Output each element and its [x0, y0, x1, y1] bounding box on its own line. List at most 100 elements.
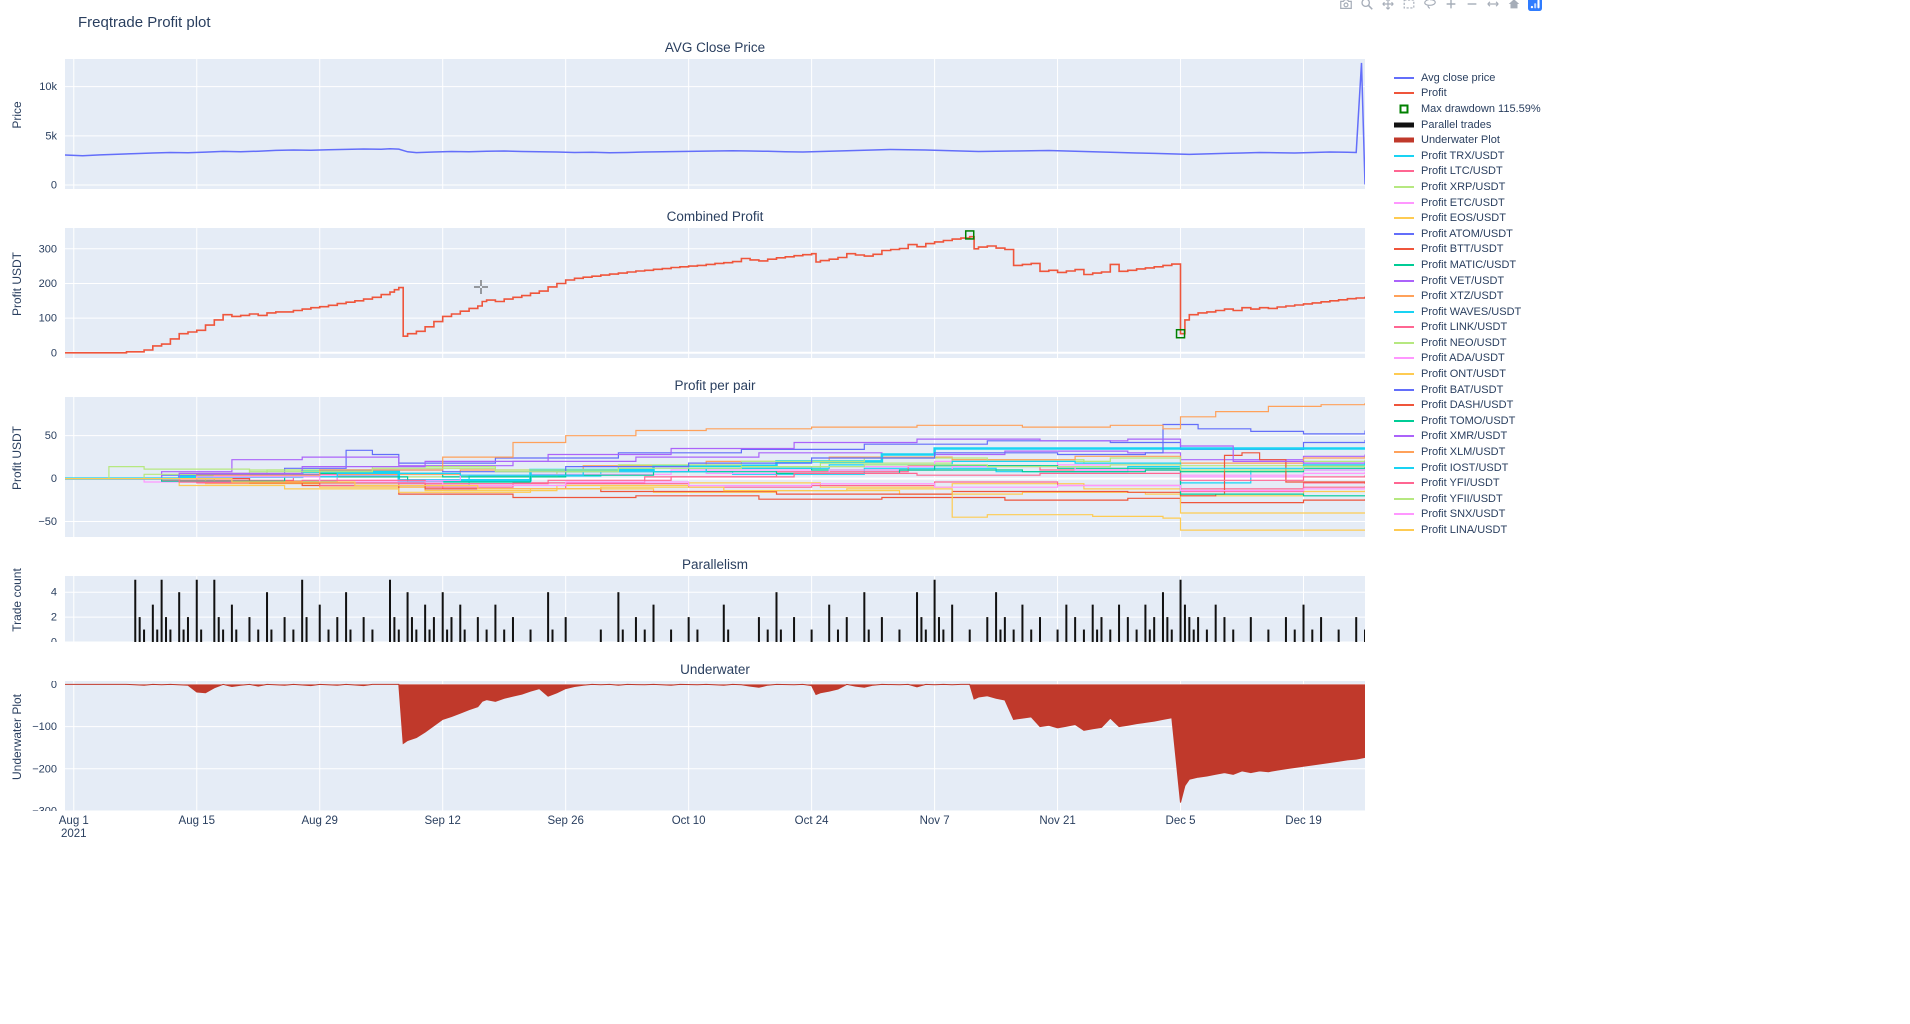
avg-close-price-plot[interactable]: 0 5k 10k: [0, 59, 1365, 189]
legend-swatch-icon: [1394, 154, 1414, 157]
legend-item[interactable]: Avg close price: [1392, 70, 1541, 86]
subplot-title: AVG Close Price: [664, 40, 766, 55]
legend-item[interactable]: Profit DASH/USDT: [1392, 397, 1541, 413]
subplot-avg-close-price: AVG Close Price Price 0 5k 10k: [0, 40, 1365, 189]
legend-label: Max drawdown 115.59%: [1421, 102, 1541, 115]
legend-label: Profit YFI/USDT: [1421, 477, 1500, 490]
svg-text:4: 4: [51, 587, 57, 599]
legend-item[interactable]: Profit XTZ/USDT: [1392, 288, 1541, 304]
legend-item[interactable]: Profit XLM/USDT: [1392, 444, 1541, 460]
subplot-underwater: Underwater Underwater Plot 0 −100 −200 −300: [0, 662, 1365, 811]
legend-item[interactable]: Profit: [1392, 86, 1541, 102]
legend-item[interactable]: Profit TRX/USDT: [1392, 148, 1541, 164]
autoscale-icon[interactable]: [1486, 0, 1500, 11]
legend-item[interactable]: Profit BTT/USDT: [1392, 242, 1541, 258]
x-tick-label: Dec 19: [1285, 815, 1322, 827]
svg-text:0: 0: [51, 681, 57, 691]
box-select-icon[interactable]: [1402, 0, 1416, 11]
legend-item[interactable]: Profit NEO/USDT: [1392, 335, 1541, 351]
svg-text:−200: −200: [32, 763, 57, 775]
legend-label: Profit ETC/USDT: [1421, 196, 1505, 209]
subplot-combined-profit: Combined Profit Profit USDT 0 100 200 300: [0, 209, 1365, 358]
legend-item[interactable]: Profit ATOM/USDT: [1392, 226, 1541, 242]
legend-swatch-icon: [1394, 451, 1414, 454]
legend-item[interactable]: Profit XMR/USDT: [1392, 429, 1541, 445]
zoom-out-icon[interactable]: [1465, 0, 1479, 11]
legend-label: Profit NEO/USDT: [1421, 336, 1507, 349]
legend-label: Profit TOMO/USDT: [1421, 414, 1516, 427]
pan-icon[interactable]: [1381, 0, 1395, 11]
legend-item[interactable]: Profit TOMO/USDT: [1392, 413, 1541, 429]
legend-item[interactable]: Profit ADA/USDT: [1392, 351, 1541, 367]
legend-item[interactable]: Profit LTC/USDT: [1392, 164, 1541, 180]
plotly-logo-icon[interactable]: [1528, 0, 1542, 11]
legend-item[interactable]: Profit BAT/USDT: [1392, 382, 1541, 398]
legend-item[interactable]: Profit YFI/USDT: [1392, 475, 1541, 491]
parallelism-plot[interactable]: 0 2 4: [0, 576, 1365, 642]
lasso-icon[interactable]: [1423, 0, 1437, 11]
figure-title: Freqtrade Profit plot: [78, 14, 211, 31]
legend-item[interactable]: Profit SNX/USDT: [1392, 507, 1541, 523]
legend-item[interactable]: Profit XRP/USDT: [1392, 179, 1541, 195]
legend-label: Underwater Plot: [1421, 134, 1500, 147]
camera-icon[interactable]: [1339, 0, 1353, 11]
legend-swatch-icon: [1394, 357, 1414, 360]
subplot-title: Parallelism: [681, 557, 749, 572]
legend-swatch-icon: [1394, 170, 1414, 173]
x-tick-label: Sep 12: [424, 815, 461, 827]
legend-item[interactable]: Profit VET/USDT: [1392, 273, 1541, 289]
profit-per-pair-plot[interactable]: 50 0 −50: [0, 397, 1365, 537]
combined-profit-plot[interactable]: 0 100 200 300: [0, 228, 1365, 358]
svg-text:300: 300: [39, 243, 57, 255]
legend-label: Profit: [1421, 87, 1447, 100]
svg-text:10k: 10k: [39, 81, 57, 93]
x-tick-label: Aug 29: [301, 815, 338, 827]
x-tick-label: Nov 7: [919, 815, 950, 827]
x-tick-label: Oct 10: [671, 815, 706, 827]
legend-label: Profit LINK/USDT: [1421, 321, 1508, 334]
legend-swatch-icon: [1394, 529, 1414, 532]
y-axis-label: Underwater Plot: [10, 693, 24, 780]
zoom-in-icon[interactable]: [1444, 0, 1458, 11]
legend-label: Avg close price: [1421, 71, 1496, 84]
x-tick-label: Oct 24: [794, 815, 829, 827]
legend-swatch-icon: [1394, 263, 1414, 266]
legend-item[interactable]: Profit YFII/USDT: [1392, 491, 1541, 507]
legend-swatch-icon: [1394, 388, 1414, 391]
legend-swatch-icon: [1394, 497, 1414, 500]
svg-text:50: 50: [45, 430, 57, 442]
legend-swatch-icon: [1394, 217, 1414, 220]
legend-swatch-icon: [1394, 310, 1414, 313]
subplot-title: Profit per pair: [674, 378, 756, 393]
legend-item[interactable]: Parallel trades: [1392, 117, 1541, 133]
legend-item[interactable]: Profit EOS/USDT: [1392, 210, 1541, 226]
legend-item[interactable]: Profit IOST/USDT: [1392, 460, 1541, 476]
legend-label: Profit ONT/USDT: [1421, 368, 1506, 381]
legend-label: Profit DASH/USDT: [1421, 399, 1514, 412]
legend-item[interactable]: Profit LINA/USDT: [1392, 522, 1541, 538]
x-tick-label: Aug 15: [178, 815, 215, 827]
legend-items: Avg close price Profit Max drawdown 115.59…: [1392, 70, 1541, 538]
legend-swatch-icon: [1394, 341, 1414, 344]
legend-swatch-icon: [1394, 373, 1414, 376]
svg-text:−100: −100: [32, 721, 57, 733]
legend-label: Profit WAVES/USDT: [1421, 305, 1522, 318]
legend-item[interactable]: Max drawdown 115.59%: [1392, 101, 1541, 117]
legend-item[interactable]: Profit ETC/USDT: [1392, 195, 1541, 211]
legend-item[interactable]: Profit MATIC/USDT: [1392, 257, 1541, 273]
legend-swatch-icon: [1394, 232, 1414, 235]
zoom-icon[interactable]: [1360, 0, 1374, 11]
legend-item[interactable]: Profit ONT/USDT: [1392, 366, 1541, 382]
legend-item[interactable]: Underwater Plot: [1392, 132, 1541, 148]
legend-label: Profit ADA/USDT: [1421, 352, 1505, 365]
legend-item[interactable]: Profit LINK/USDT: [1392, 320, 1541, 336]
legend-label: Profit XMR/USDT: [1421, 430, 1508, 443]
legend-item[interactable]: Profit WAVES/USDT: [1392, 304, 1541, 320]
x-tick-label: Dec 5: [1165, 815, 1196, 827]
legend-label: Profit YFII/USDT: [1421, 492, 1503, 505]
x-tick-label: Sep 26: [547, 815, 584, 827]
underwater-plot[interactable]: 0 −100 −200 −300: [0, 681, 1365, 811]
reset-axes-icon[interactable]: [1507, 0, 1521, 11]
y-axis-label: Trade count: [10, 567, 24, 632]
x-axis-labels: Aug 1 2021 Aug 15 Aug 29 Sep 12 Sep 26 Oct 10 O…: [0, 815, 1365, 849]
